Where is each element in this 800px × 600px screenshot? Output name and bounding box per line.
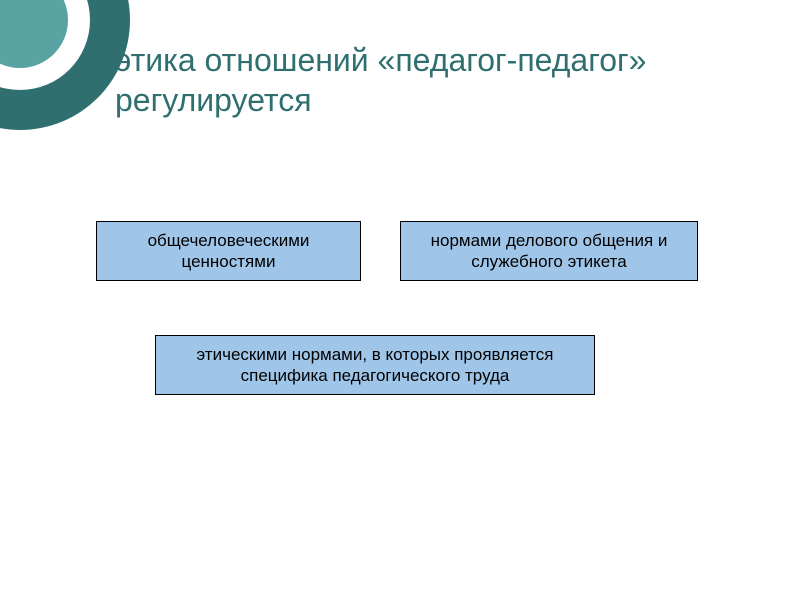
box-business-etiquette: нормами делового общения и служебного эт… <box>400 221 698 281</box>
corner-decor <box>0 0 130 130</box>
slide-title: этика отношений «педагог-педагог» регули… <box>115 40 755 120</box>
box-values: общечеловеческими ценностями <box>96 221 361 281</box>
title-bullet-icon <box>85 57 99 71</box>
box-ethical-norms: этическими нормами, в которых проявляетс… <box>155 335 595 395</box>
